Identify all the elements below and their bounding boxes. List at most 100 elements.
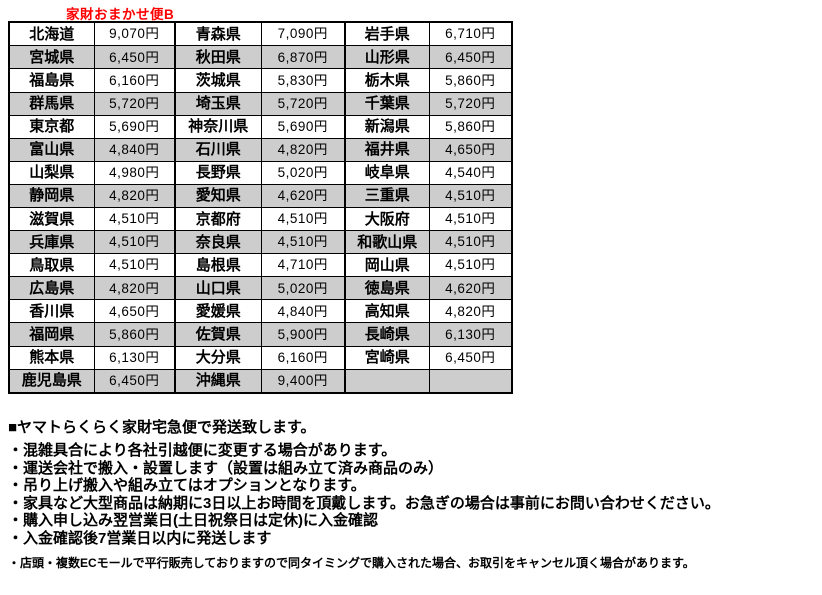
prefecture-cell: 青森県 bbox=[174, 21, 262, 47]
price-cell: 9,400円 bbox=[260, 368, 346, 394]
prefecture-cell: 福井県 bbox=[344, 137, 430, 162]
prefecture-cell: 愛媛県 bbox=[174, 299, 262, 324]
notes-list: ・混雑具合により各社引越便に変更する場合があります。 ・運送会社で搬入・設置します… bbox=[8, 442, 720, 547]
table-row: 北海道 9,070円 青森県 7,090円 岩手県 6,710円 bbox=[8, 21, 513, 47]
note-item: ・運送会社で搬入・設置します（設置は組み立て済み商品のみ） bbox=[8, 459, 444, 477]
prefecture-cell: 神奈川県 bbox=[174, 114, 262, 139]
prefecture-cell: 栃木県 bbox=[344, 68, 430, 93]
prefecture-cell: 島根県 bbox=[174, 253, 262, 278]
prefecture-cell: 奈良県 bbox=[174, 230, 262, 255]
table-row: 滋賀県 4,510円 京都府 4,510円 大阪府 4,510円 bbox=[8, 206, 513, 232]
price-cell: 4,710円 bbox=[260, 253, 346, 278]
price-cell: 4,840円 bbox=[260, 299, 346, 324]
prefecture-cell: 愛知県 bbox=[174, 183, 262, 208]
price-cell: 7,090円 bbox=[260, 21, 346, 47]
price-cell: 4,820円 bbox=[93, 276, 176, 301]
prefecture-cell: 長崎県 bbox=[344, 322, 430, 347]
table-row: 鹿児島県 6,450円 沖縄県 9,400円 bbox=[8, 368, 513, 394]
table-row: 香川県 4,650円 愛媛県 4,840円 高知県 4,820円 bbox=[8, 299, 513, 324]
prefecture-cell: 兵庫県 bbox=[8, 230, 95, 255]
prefecture-cell: 岡山県 bbox=[344, 253, 430, 278]
price-cell: 5,860円 bbox=[428, 114, 513, 139]
prefecture-cell: 石川県 bbox=[174, 137, 262, 162]
prefecture-cell: 和歌山県 bbox=[344, 230, 430, 255]
price-cell: 4,510円 bbox=[428, 206, 513, 232]
prefecture-cell: 茨城県 bbox=[174, 68, 262, 93]
prefecture-cell: 埼玉県 bbox=[174, 91, 262, 116]
prefecture-cell: 福岡県 bbox=[8, 322, 95, 347]
price-cell: 4,510円 bbox=[260, 230, 346, 255]
prefecture-cell: 鹿児島県 bbox=[8, 368, 95, 394]
prefecture-cell: 秋田県 bbox=[174, 45, 262, 70]
table-row: 広島県 4,820円 山口県 5,020円 徳島県 4,620円 bbox=[8, 276, 513, 301]
price-cell: 9,070円 bbox=[93, 21, 176, 47]
price-cell: 6,450円 bbox=[428, 45, 513, 70]
price-cell: 4,980円 bbox=[93, 160, 176, 185]
prefecture-cell: 鳥取県 bbox=[8, 253, 95, 278]
prefecture-cell: 東京都 bbox=[8, 114, 95, 139]
price-cell: 4,510円 bbox=[428, 183, 513, 208]
prefecture-cell: 三重県 bbox=[344, 183, 430, 208]
prefecture-cell: 静岡県 bbox=[8, 183, 95, 208]
prefecture-cell: 熊本県 bbox=[8, 345, 95, 370]
table-row: 富山県 4,840円 石川県 4,820円 福井県 4,650円 bbox=[8, 137, 513, 162]
price-cell: 6,160円 bbox=[93, 68, 176, 93]
price-cell: 4,650円 bbox=[93, 299, 176, 324]
prefecture-cell: 山口県 bbox=[174, 276, 262, 301]
price-cell: 5,020円 bbox=[260, 276, 346, 301]
prefecture-cell: 長野県 bbox=[174, 160, 262, 185]
prefecture-cell: 宮崎県 bbox=[344, 345, 430, 370]
page-title: 家財おまかせ便B bbox=[66, 7, 175, 22]
note-item: ・家具など大型商品は納期に3日以上お時間を頂戴します。お急ぎの場合は事前にお問い… bbox=[8, 494, 720, 512]
prefecture-cell: 徳島県 bbox=[344, 276, 430, 301]
price-cell: 5,690円 bbox=[93, 114, 176, 139]
price-cell: 6,130円 bbox=[428, 322, 513, 347]
small-note: ・店頭・複数ECモールで平行販売しておりますので同タイミングで購入された場合、お… bbox=[8, 556, 695, 570]
price-cell: 4,510円 bbox=[260, 206, 346, 232]
prefecture-cell: 岐阜県 bbox=[344, 160, 430, 185]
price-cell: 6,450円 bbox=[428, 345, 513, 370]
price-cell: 6,160円 bbox=[260, 345, 346, 370]
price-cell: 4,820円 bbox=[428, 299, 513, 324]
price-cell: 4,620円 bbox=[428, 276, 513, 301]
prefecture-cell: 滋賀県 bbox=[8, 206, 95, 232]
price-cell: 4,650円 bbox=[428, 137, 513, 162]
price-cell: 4,620円 bbox=[260, 183, 346, 208]
price-cell: 6,870円 bbox=[260, 45, 346, 70]
note-item: ・混雑具合により各社引越便に変更する場合があります。 bbox=[8, 442, 397, 459]
price-cell: 5,020円 bbox=[260, 160, 346, 185]
price-cell: 5,720円 bbox=[428, 91, 513, 116]
table-row: 兵庫県 4,510円 奈良県 4,510円 和歌山県 4,510円 bbox=[8, 230, 513, 255]
price-cell: 6,130円 bbox=[93, 345, 176, 370]
prefecture-cell: 北海道 bbox=[8, 21, 95, 47]
note-item: ・吊り上げ搬入や組み立てはオプションとなります。 bbox=[8, 477, 366, 494]
note-item: ・購入申し込み翌営業日(土日祝祭日は定休)に入金確認 bbox=[8, 512, 378, 529]
price-cell: 5,860円 bbox=[93, 322, 176, 347]
prefecture-cell: 宮城県 bbox=[8, 45, 95, 70]
prefecture-cell: 沖縄県 bbox=[174, 368, 262, 394]
prefecture-cell: 新潟県 bbox=[344, 114, 430, 139]
price-cell: 4,540円 bbox=[428, 160, 513, 185]
prefecture-cell: 香川県 bbox=[8, 299, 95, 324]
prefecture-cell: 千葉県 bbox=[344, 91, 430, 116]
table-row: 鳥取県 4,510円 島根県 4,710円 岡山県 4,510円 bbox=[8, 253, 513, 278]
note-item: ・入金確認後7営業日以内に発送します bbox=[8, 529, 272, 547]
price-cell: 4,820円 bbox=[93, 183, 176, 208]
price-cell: 4,510円 bbox=[93, 253, 176, 278]
price-cell: 5,720円 bbox=[93, 91, 176, 116]
table-row: 福岡県 5,860円 佐賀県 5,900円 長崎県 6,130円 bbox=[8, 322, 513, 347]
price-cell: 6,710円 bbox=[428, 21, 513, 47]
price-cell: 5,720円 bbox=[260, 91, 346, 116]
price-cell: 4,840円 bbox=[93, 137, 176, 162]
price-cell: 4,510円 bbox=[428, 253, 513, 278]
prefecture-cell: 大分県 bbox=[174, 345, 262, 370]
notes-heading: ■ヤマトらくらく家財宅急便で発送致します。 bbox=[8, 419, 316, 436]
table-row: 静岡県 4,820円 愛知県 4,620円 三重県 4,510円 bbox=[8, 183, 513, 208]
price-cell: 5,860円 bbox=[428, 68, 513, 93]
table-row: 山梨県 4,980円 長野県 5,020円 岐阜県 4,540円 bbox=[8, 160, 513, 185]
prefecture-cell: 高知県 bbox=[344, 299, 430, 324]
table-row: 福島県 6,160円 茨城県 5,830円 栃木県 5,860円 bbox=[8, 68, 513, 93]
price-cell: 4,510円 bbox=[93, 206, 176, 232]
table-row: 宮城県 6,450円 秋田県 6,870円 山形県 6,450円 bbox=[8, 45, 513, 70]
price-cell: 5,690円 bbox=[260, 114, 346, 139]
